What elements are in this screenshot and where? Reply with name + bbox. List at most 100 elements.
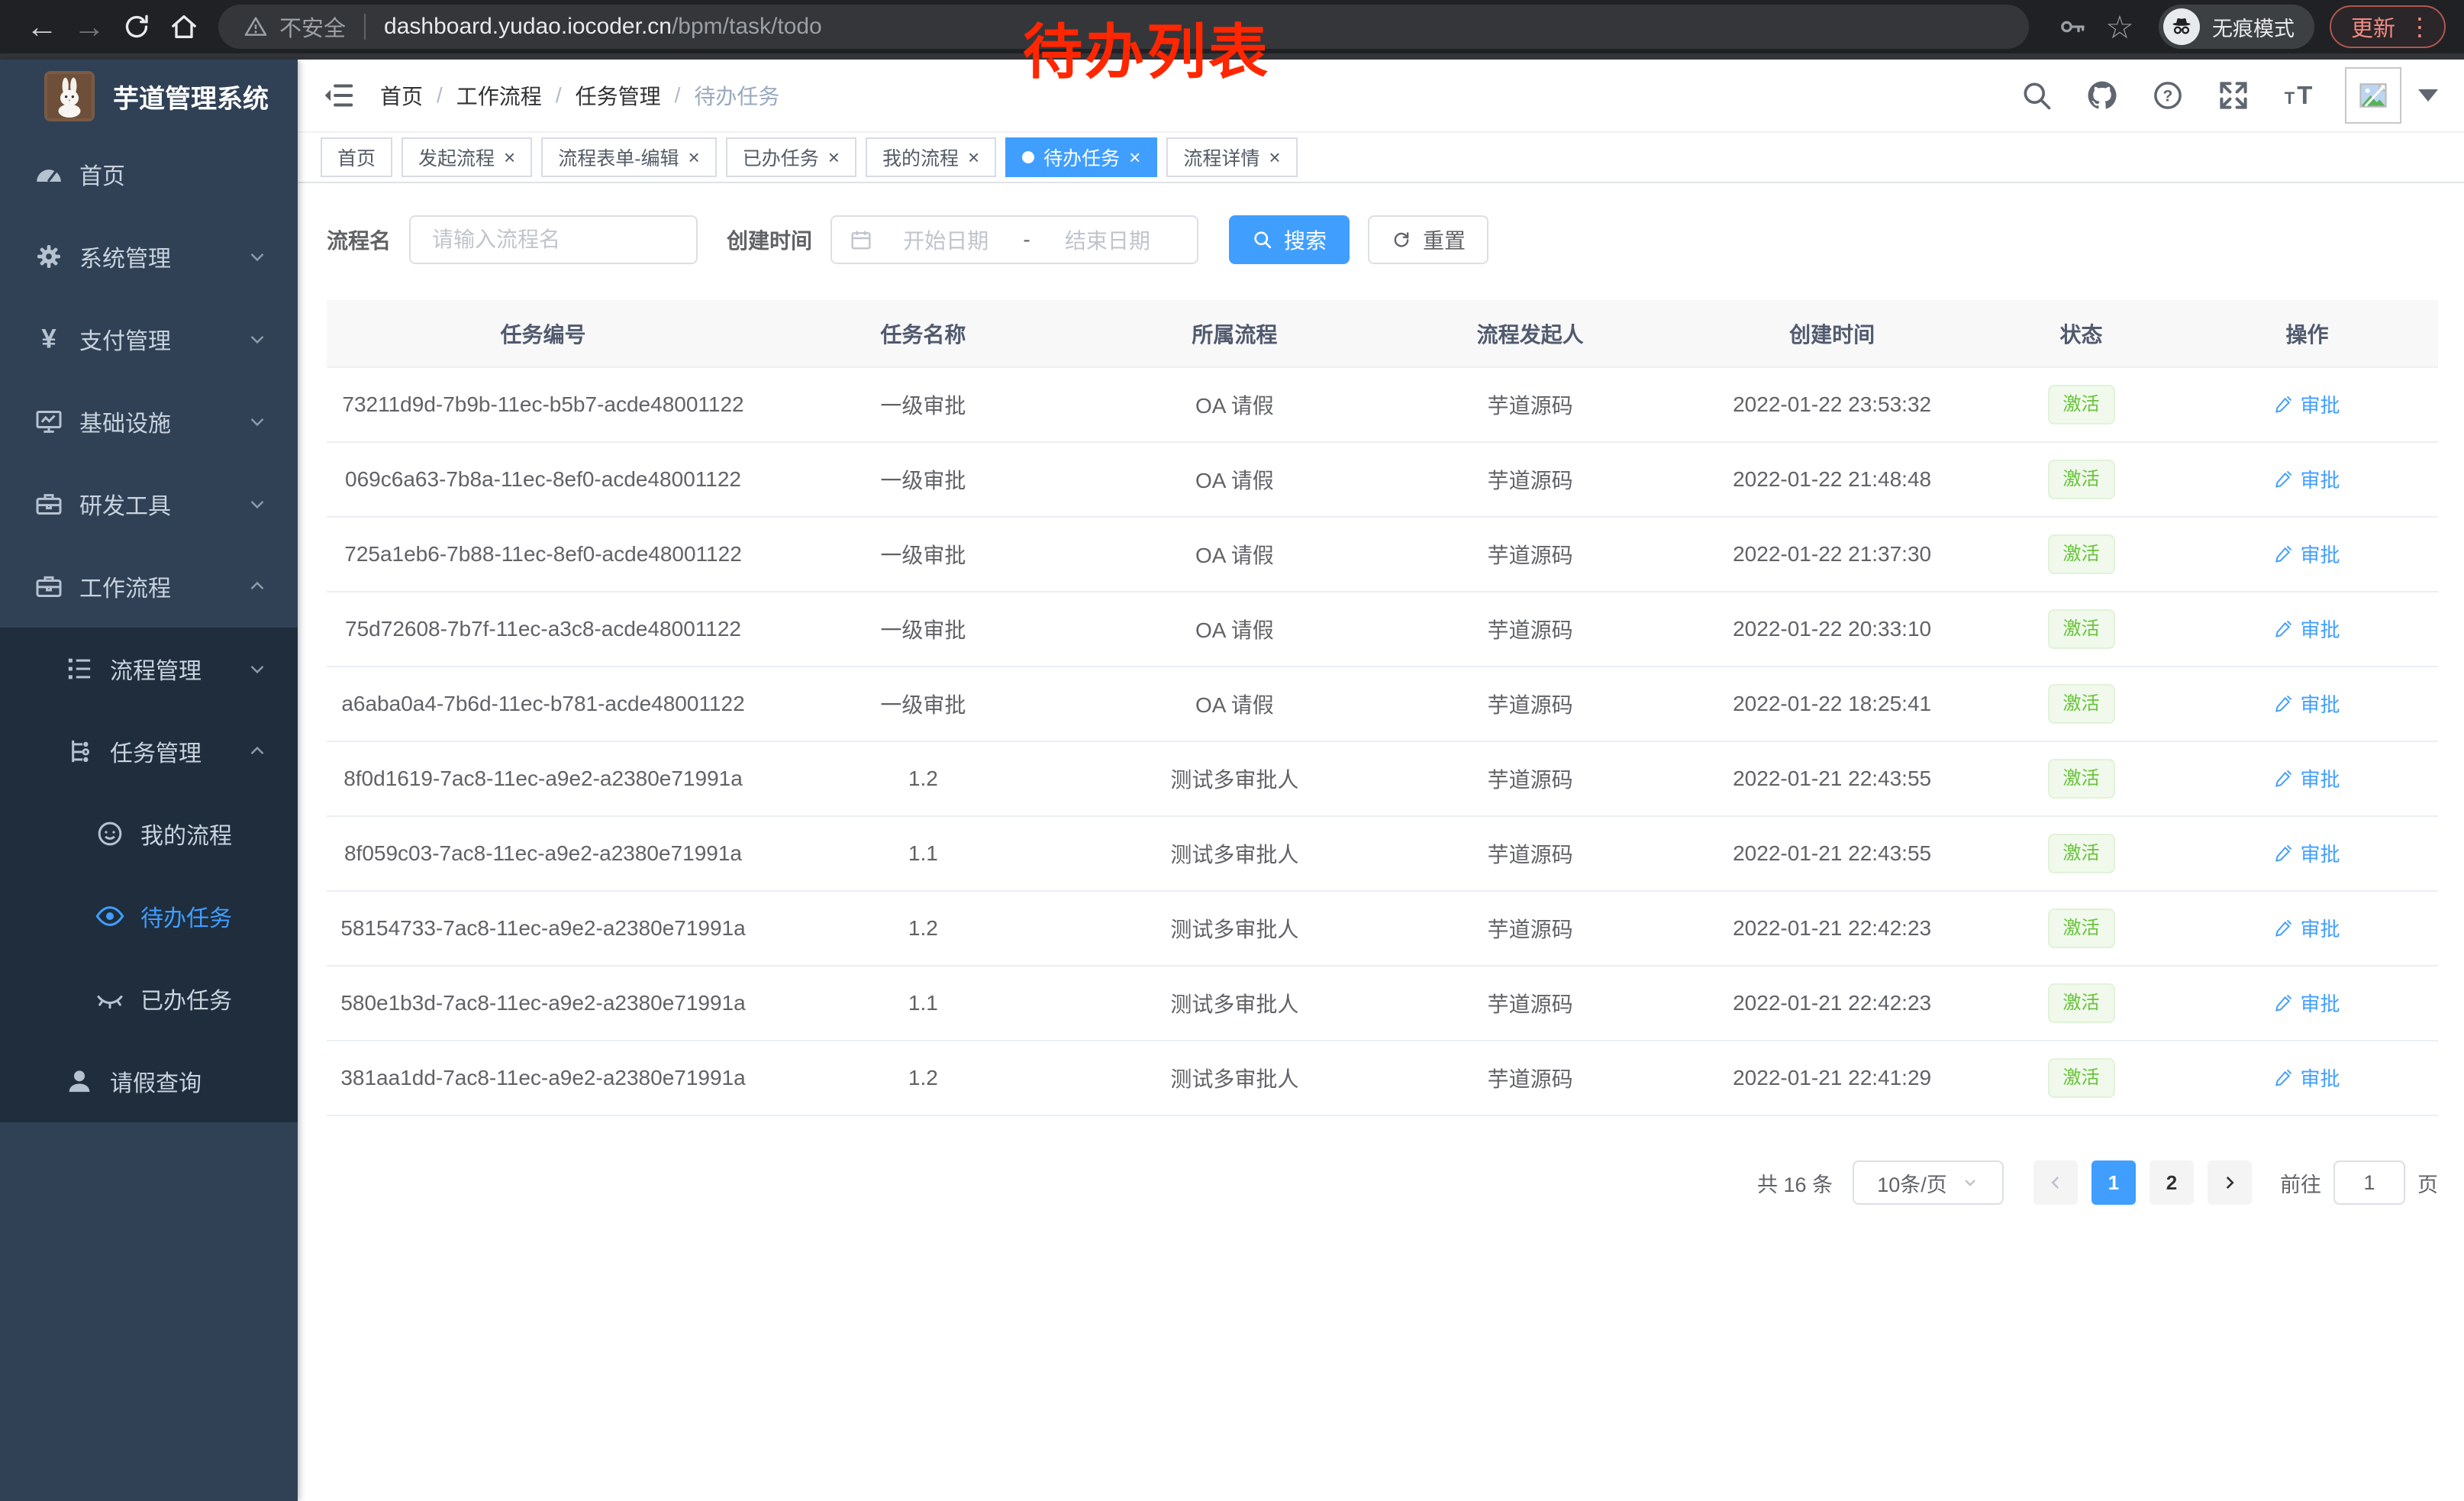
task-table: 任务编号 任务名称 所属流程 流程发起人 创建时间 状态 操作 73211d9d… [327, 300, 2438, 1116]
search-button[interactable]: 搜索 [1229, 215, 1350, 264]
approve-link[interactable]: 审批 [2274, 390, 2340, 418]
sidebar-item-system[interactable]: 系统管理 [0, 215, 298, 298]
browser-chrome: ← → 不安全 dashboard.yudao.iocoder.cn/bpm/t… [0, 0, 2464, 53]
chrome-bottom-strip [0, 53, 2464, 60]
reload-icon[interactable] [113, 3, 160, 50]
close-icon[interactable]: × [688, 146, 700, 169]
sidebar-fold-icon[interactable] [321, 78, 356, 113]
sidebar-logo[interactable]: 芋道管理系统 [0, 60, 298, 133]
tab-process-detail[interactable]: 流程详情 × [1166, 137, 1298, 177]
browser-update-button[interactable]: 更新 ⋮ [2329, 5, 2446, 48]
eye-icon [95, 901, 125, 931]
active-dot [1022, 151, 1035, 163]
approve-link[interactable]: 审批 [2274, 914, 2340, 942]
dashboard-icon [34, 159, 64, 189]
sidebar-item-done-tasks[interactable]: 已办任务 [0, 957, 298, 1040]
password-key-icon[interactable] [2049, 3, 2096, 50]
table-row: 58154733-7ac8-11ec-a9e2-a2380e71991a 1.2… [327, 891, 2438, 967]
list-icon [64, 654, 95, 684]
approve-link[interactable]: 审批 [2274, 689, 2340, 718]
filter-bar: 流程名 创建时间 开始日期 - 结束日期 搜索 重置 [327, 215, 2438, 264]
tab-start-process[interactable]: 发起流程 × [402, 137, 533, 177]
security-label: 不安全 [279, 17, 347, 41]
sidebar-item-workflow[interactable]: 工作流程 [0, 545, 298, 628]
status-badge: 激活 [2047, 460, 2115, 499]
approve-link[interactable]: 审批 [2274, 540, 2340, 568]
browser-menu-icon[interactable]: ⋮ [2408, 13, 2432, 40]
sidebar-item-home[interactable]: 首页 [0, 133, 298, 215]
approve-link[interactable]: 审批 [2274, 764, 2340, 792]
chevron-down-icon [246, 492, 269, 515]
approve-link[interactable]: 审批 [2274, 465, 2340, 493]
sidebar-item-payment[interactable]: ¥ 支付管理 [0, 298, 298, 380]
breadcrumb-task-mgmt[interactable]: 任务管理 [575, 85, 661, 108]
logo-rabbit-icon [44, 71, 95, 121]
next-page-button[interactable] [2208, 1160, 2252, 1205]
close-icon[interactable]: × [504, 146, 516, 169]
task-id-cell: 069c6a63-7b8a-11ec-8ef0-acde48001122 [327, 442, 760, 518]
sidebar-item-task-mgmt[interactable]: 任务管理 [0, 710, 298, 792]
sidebar-item-leave-query[interactable]: 请假查询 [0, 1040, 298, 1122]
tab-todo-tasks[interactable]: 待办任务 × [1005, 137, 1158, 177]
bookmark-star-icon[interactable]: ☆ [2105, 8, 2134, 45]
col-task-name: 任务名称 [760, 300, 1087, 368]
tab-home[interactable]: 首页 [321, 137, 393, 177]
sidebar-menu: 首页 系统管理 ¥ 支付管理 基础设施 研发工具 [0, 133, 298, 1122]
github-icon[interactable] [2085, 79, 2119, 112]
goto-page-input[interactable] [2333, 1160, 2405, 1205]
chevron-down-icon [1964, 1180, 1975, 1186]
approve-link[interactable]: 审批 [2274, 1064, 2340, 1092]
sidebar-item-process-mgmt[interactable]: 流程管理 [0, 628, 298, 710]
back-icon[interactable]: ← [26, 8, 58, 44]
table-row: 069c6a63-7b8a-11ec-8ef0-acde48001122 一级审… [327, 442, 2438, 518]
search-icon[interactable] [2020, 79, 2053, 112]
sidebar-item-devtools[interactable]: 研发工具 [0, 463, 298, 545]
page-button-2[interactable]: 2 [2150, 1160, 2194, 1205]
avatar-caret-icon[interactable] [2418, 89, 2438, 102]
process-name-input[interactable] [409, 215, 698, 264]
close-icon[interactable]: × [827, 146, 840, 169]
tab-my-process[interactable]: 我的流程 × [865, 137, 997, 177]
table-row: 8f059c03-7ac8-11ec-a9e2-a2380e71991a 1.1… [327, 816, 2438, 892]
reset-button[interactable]: 重置 [1368, 215, 1489, 264]
tab-done-tasks[interactable]: 已办任务 × [725, 137, 856, 177]
table-row: 725a1eb6-7b88-11ec-8ef0-acde48001122 一级审… [327, 517, 2438, 592]
create-time-label: 创建时间 [727, 229, 813, 253]
sidebar-item-infra[interactable]: 基础设施 [0, 380, 298, 463]
gear-icon [34, 241, 64, 272]
prev-page-button[interactable] [2033, 1160, 2078, 1205]
breadcrumb-workflow[interactable]: 工作流程 [456, 85, 542, 108]
pagination: 共 16 条 10条/页 1 2 前往 页 [327, 1160, 2438, 1205]
table-row: 8f0d1619-7ac8-11ec-a9e2-a2380e71991a 1.2… [327, 741, 2438, 817]
edit-icon [2275, 845, 2292, 862]
status-badge: 激活 [2047, 909, 2115, 948]
approve-link[interactable]: 审批 [2274, 615, 2340, 643]
approve-link[interactable]: 审批 [2274, 989, 2340, 1017]
col-task-id: 任务编号 [327, 300, 760, 368]
task-id-cell: 725a1eb6-7b88-11ec-8ef0-acde48001122 [327, 517, 760, 592]
close-icon[interactable]: × [1129, 146, 1141, 169]
table-row: 75d72608-7b7f-11ec-a3c8-acde48001122 一级审… [327, 592, 2438, 667]
sidebar-item-my-process[interactable]: 我的流程 [0, 792, 298, 875]
page-button-1[interactable]: 1 [2091, 1160, 2136, 1205]
date-range-picker[interactable]: 开始日期 - 结束日期 [830, 215, 1199, 264]
tab-process-form-edit[interactable]: 流程表单-编辑 × [541, 137, 717, 177]
help-icon[interactable]: ? [2151, 79, 2185, 112]
table-header-row: 任务编号 任务名称 所属流程 流程发起人 创建时间 状态 操作 [327, 300, 2438, 368]
edit-icon [2275, 770, 2292, 787]
fullscreen-icon[interactable] [2217, 79, 2250, 112]
breadcrumb-home[interactable]: 首页 [380, 85, 424, 108]
avatar[interactable] [2345, 67, 2401, 124]
table-row: 73211d9d-7b9b-11ec-b5b7-acde48001122 一级审… [327, 367, 2438, 443]
sidebar-item-todo-tasks[interactable]: 待办任务 [0, 875, 298, 957]
page-content: 流程名 创建时间 开始日期 - 结束日期 搜索 重置 [298, 183, 2464, 1501]
forward-icon[interactable]: → [73, 8, 105, 44]
approve-link[interactable]: 审批 [2274, 839, 2340, 867]
home-icon[interactable] [160, 3, 208, 50]
close-icon[interactable]: × [967, 146, 980, 169]
address-bar[interactable]: 不安全 dashboard.yudao.iocoder.cn/bpm/task/… [218, 5, 2029, 49]
page-size-select[interactable]: 10条/页 [1853, 1160, 2004, 1205]
status-badge: 激活 [2047, 385, 2115, 424]
close-icon[interactable]: × [1269, 146, 1281, 169]
